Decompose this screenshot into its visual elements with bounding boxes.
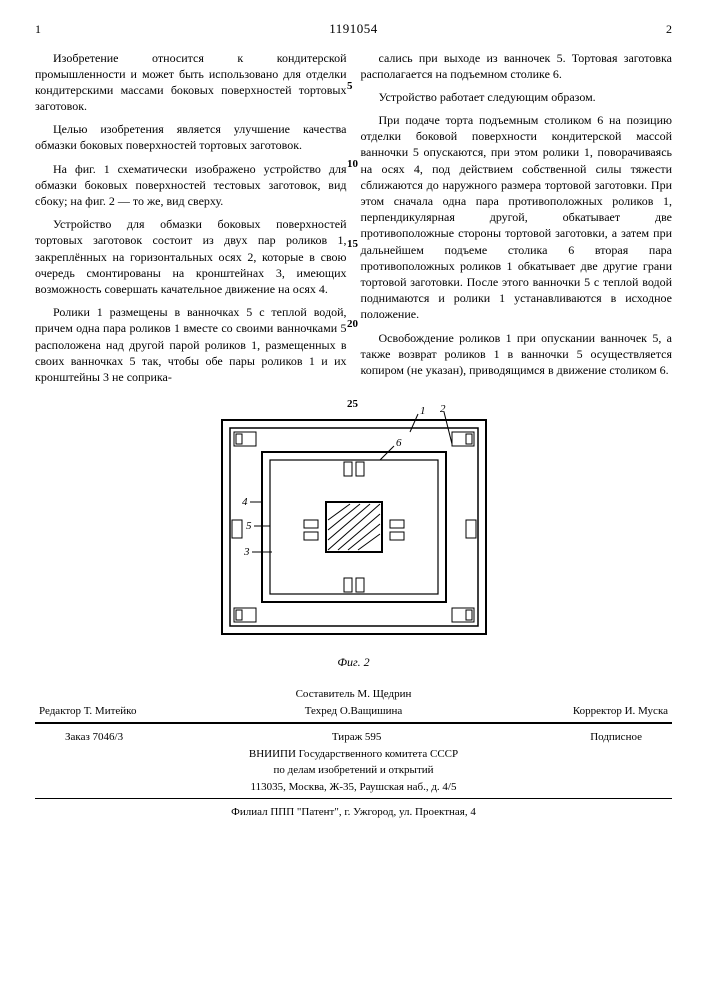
- document-number: 1191054: [329, 20, 378, 38]
- page-number-right: 2: [652, 21, 672, 37]
- techred: Техред О.Ващишина: [249, 703, 459, 720]
- figure-label: 2: [440, 403, 446, 415]
- paragraph: Целью изобретения является улучшение кач…: [35, 121, 347, 153]
- column-right: сались при выходе из ванночек 5. Тортова…: [361, 50, 673, 393]
- order-number: Заказ 7046/3: [65, 729, 123, 746]
- figure-svg: 1 2 3 4 5 6: [204, 402, 504, 652]
- branch-line: Филиал ППП "Патент", г. Ужгород, ул. Про…: [35, 804, 672, 821]
- editor: Редактор Т. Митейко: [39, 703, 249, 720]
- page-number-left: 1: [35, 21, 55, 37]
- figure-caption: Фиг. 2: [35, 654, 672, 670]
- paragraph: При подаче торта подъемным столиком 6 на…: [361, 112, 673, 322]
- figure-label: 3: [243, 546, 250, 558]
- paragraph: Изобретение относится к кондитерской про…: [35, 50, 347, 115]
- order-line: Заказ 7046/3 Тираж 595 Подписное: [35, 729, 672, 746]
- line-mark: 15: [347, 239, 358, 250]
- paragraph: сались при выходе из ванночек 5. Тортова…: [361, 50, 673, 82]
- line-mark: 10: [347, 159, 358, 170]
- figure-label: 6: [396, 437, 402, 449]
- figure-label: 4: [242, 496, 248, 508]
- paragraph: Освобождение роликов 1 при опускании ван…: [361, 330, 673, 379]
- credits-line: Редактор Т. Митейко Техред О.Ващишина Ко…: [35, 703, 672, 720]
- page-header: 1 1191054 2: [35, 20, 672, 38]
- subscription: Подписное: [590, 729, 642, 746]
- line-mark: 20: [347, 319, 358, 330]
- paragraph: Устройство для обмазки боковых поверхнос…: [35, 216, 347, 297]
- divider: [35, 722, 672, 724]
- divider: [35, 798, 672, 799]
- text-columns: Изобретение относится к кондитерской про…: [35, 50, 672, 393]
- tirage: Тираж 595: [332, 729, 382, 746]
- paragraph: Устройство работает следующим образом.: [361, 89, 673, 105]
- address-line: 113035, Москва, Ж-35, Раушская наб., д. …: [35, 779, 672, 796]
- line-mark: 5: [347, 81, 353, 92]
- line-mark: 25: [347, 399, 358, 410]
- paragraph: Ролики 1 размещены в ванночках 5 с тепло…: [35, 304, 347, 385]
- figure-label: 5: [246, 520, 252, 532]
- figure-label: 1: [420, 405, 426, 417]
- paragraph: На фиг. 1 схематически изображено устрой…: [35, 161, 347, 210]
- footer: Составитель М. Щедрин Редактор Т. Митейк…: [35, 686, 672, 821]
- column-left: Изобретение относится к кондитерской про…: [35, 50, 347, 393]
- compiler-line: Составитель М. Щедрин: [35, 686, 672, 703]
- org-line: ВНИИПИ Государственного комитета СССР: [35, 746, 672, 763]
- figure: 1 2 3 4 5 6 Фиг. 2: [35, 402, 672, 670]
- corrector: Корректор И. Муска: [458, 703, 668, 720]
- org-line-2: по делам изобретений и открытий: [35, 762, 672, 779]
